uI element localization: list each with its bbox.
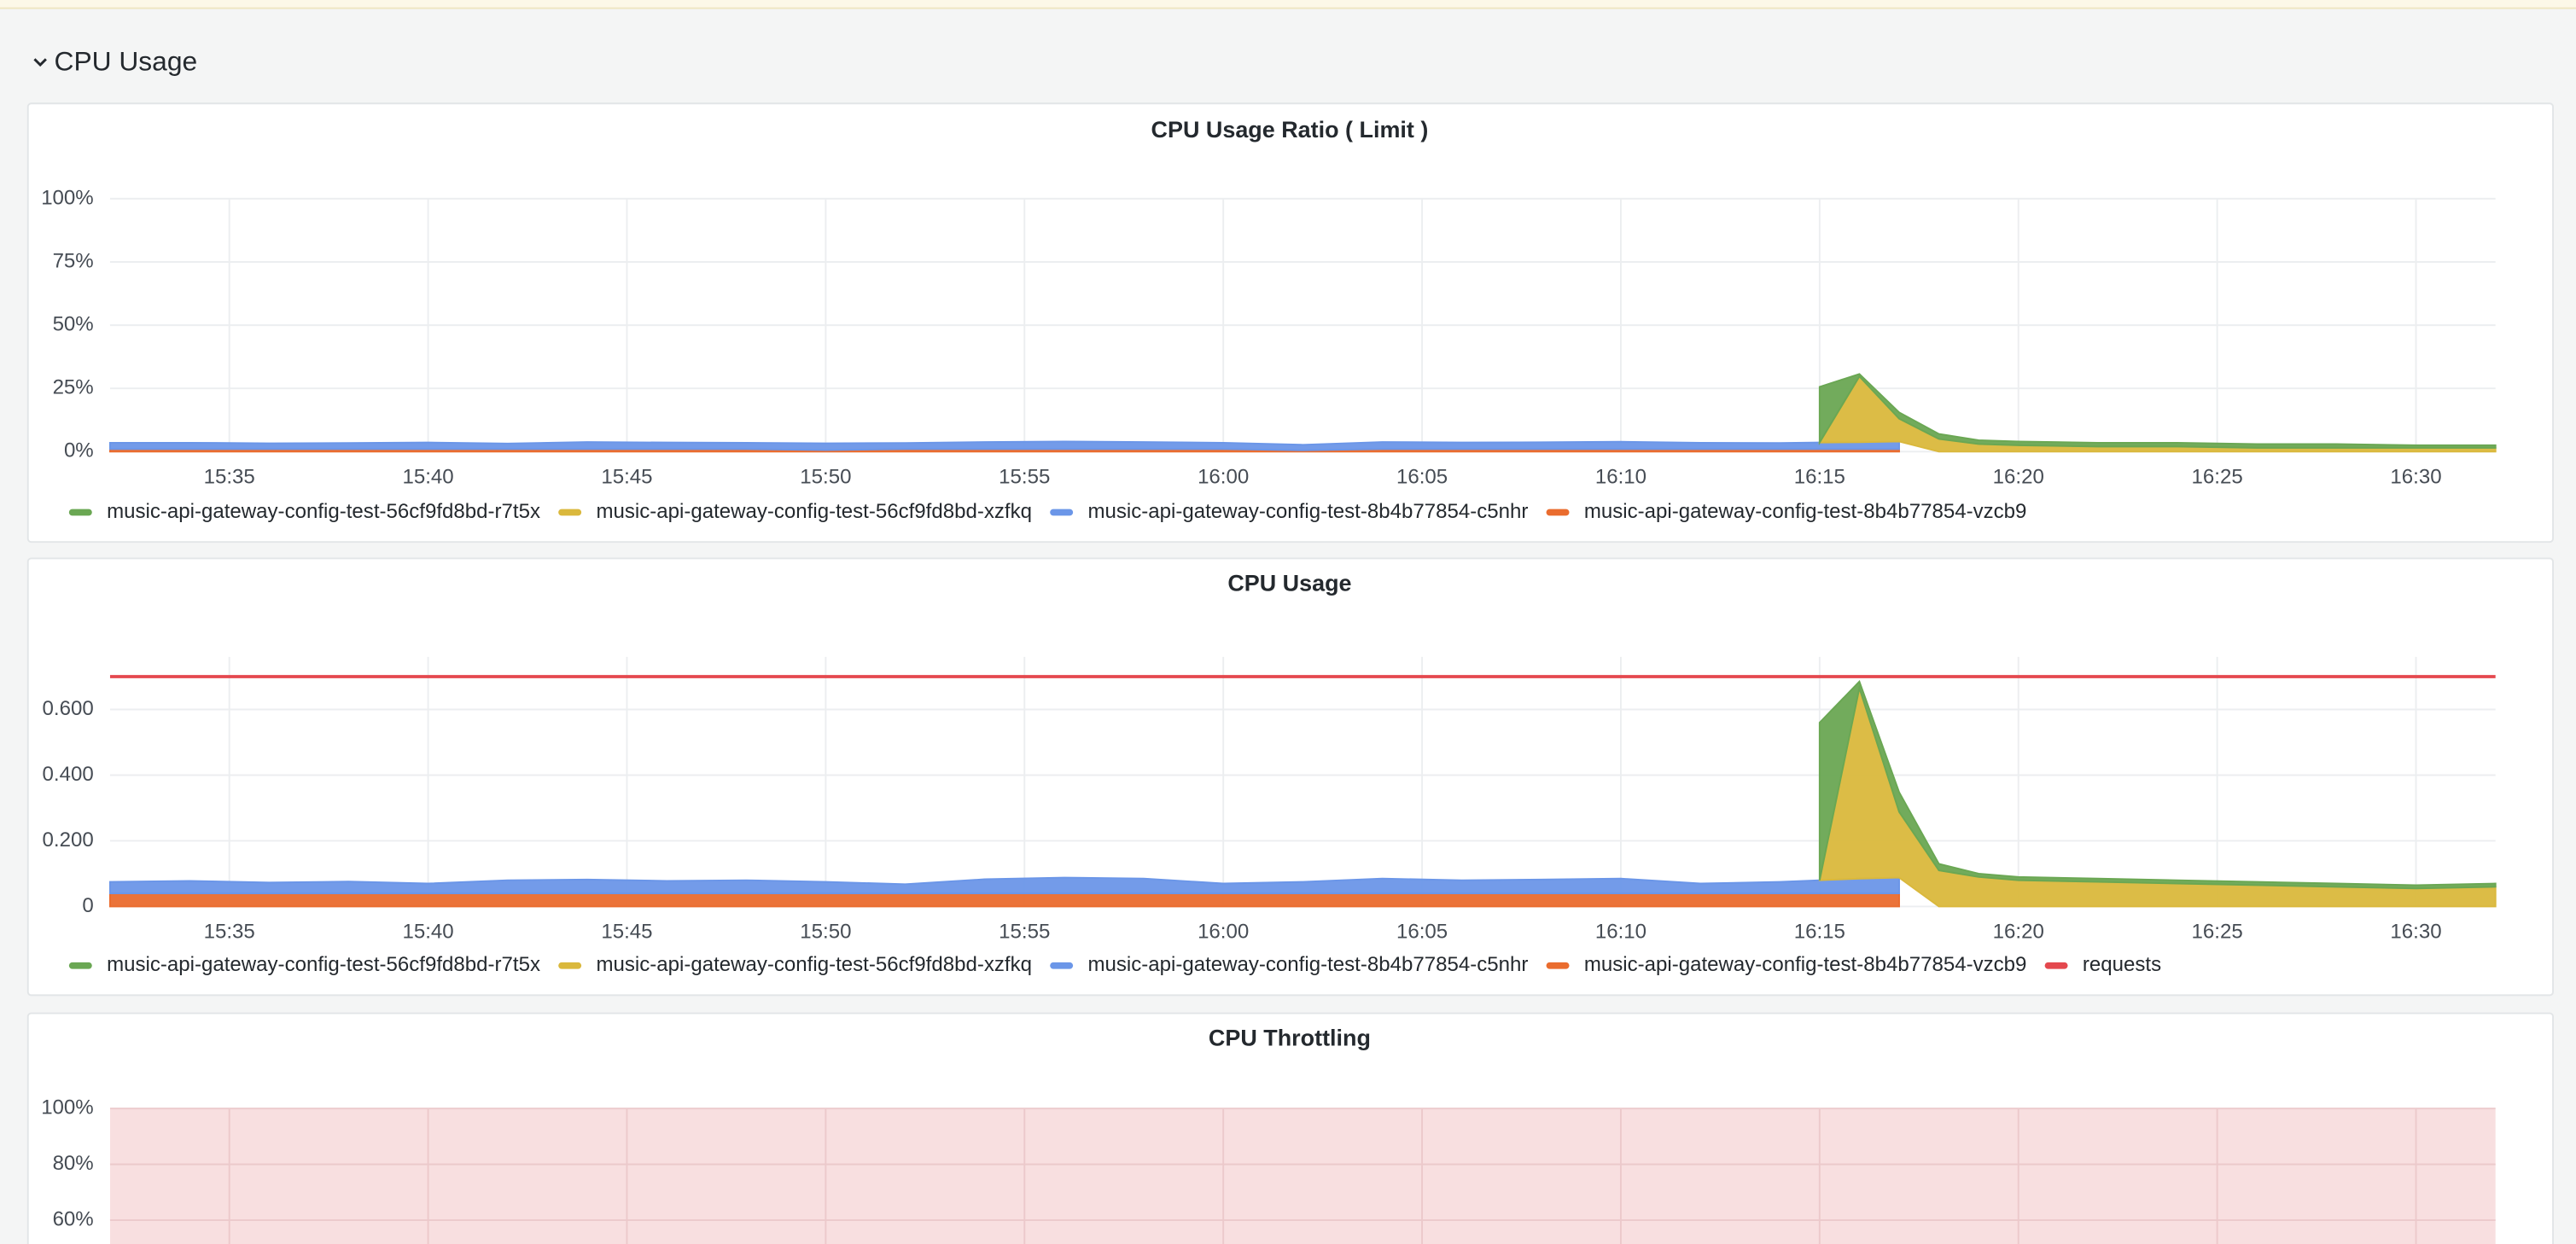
legend-label: music-api-gateway-config-test-8b4b77854-… [1087, 500, 1528, 523]
legend-swatch [68, 509, 92, 516]
x-tick-label: 15:40 [402, 921, 453, 944]
legend-item[interactable]: music-api-gateway-config-test-56cf9fd8bd… [68, 953, 540, 976]
x-tick-label: 15:50 [800, 921, 851, 944]
legend-label: music-api-gateway-config-test-8b4b77854-… [1087, 953, 1528, 976]
legend-item[interactable]: music-api-gateway-config-test-8b4b77854-… [1546, 500, 2027, 523]
y-tick-label: 25% [53, 376, 94, 399]
panel-title: CPU Throttling [1209, 1025, 1371, 1050]
x-tick-label: 16:10 [1595, 921, 1646, 944]
series-area [108, 876, 1900, 895]
x-tick-label: 16:20 [1993, 465, 2044, 488]
x-tick-label: 15:45 [601, 921, 652, 944]
y-tick-label: 80% [53, 1152, 94, 1175]
legend-label: music-api-gateway-config-test-56cf9fd8bd… [596, 953, 1032, 976]
panel-title: CPU Usage [1227, 570, 1351, 596]
panel: CPU Usage 15:35 15:40 15:45 15:50 15:55 16:00 1… [26, 557, 2555, 997]
legend-swatch [558, 509, 582, 516]
legend-label: music-api-gateway-config-test-8b4b77854-… [1584, 500, 2027, 523]
x-tick-label: 16:05 [1396, 921, 1448, 944]
panel-title: CPU Usage Ratio ( Limit ) [1151, 117, 1429, 142]
legend-item[interactable]: music-api-gateway-config-test-8b4b77854-… [1546, 953, 2027, 976]
y-tick-label: 0.200 [43, 828, 94, 852]
y-tick-label: 60% [53, 1207, 94, 1230]
panel: CPU Throttling 60% 80% 100% [26, 1012, 2555, 1244]
y-tick-label: 0 [82, 894, 93, 917]
y-tick-label: 100% [41, 186, 94, 209]
x-tick-label: 16:00 [1198, 921, 1249, 944]
x-tick-label: 15:35 [204, 465, 255, 488]
legend-swatch [558, 962, 582, 969]
legend-label: requests [2083, 953, 2161, 976]
x-tick-label: 16:15 [1794, 921, 1845, 944]
x-tick-label: 15:50 [800, 465, 851, 488]
legend-label: music-api-gateway-config-test-56cf9fd8bd… [107, 500, 540, 523]
legend-swatch [68, 962, 92, 969]
x-tick-label: 16:25 [2192, 921, 2243, 944]
legend-item[interactable]: music-api-gateway-config-test-56cf9fd8bd… [558, 953, 1032, 976]
legend-item[interactable]: music-api-gateway-config-test-56cf9fd8bd… [68, 500, 540, 523]
series-area [1818, 679, 2497, 890]
y-tick-label: 0.600 [43, 697, 94, 720]
notice-bar [0, 0, 2576, 9]
x-tick-label: 16:00 [1198, 465, 1249, 488]
panel: CPU Usage Ratio ( Limit ) 15:35 15:40 15:45… [26, 102, 2555, 544]
x-tick-label: 15:55 [999, 921, 1050, 944]
legend-label: music-api-gateway-config-test-56cf9fd8bd… [596, 500, 1032, 523]
legend-swatch [1546, 962, 1570, 969]
x-tick-label: 16:15 [1794, 465, 1845, 488]
x-tick-label: 16:30 [2390, 465, 2441, 488]
series-area [1818, 373, 2497, 449]
x-tick-label: 16:30 [2390, 921, 2441, 944]
legend-swatch [2044, 962, 2068, 969]
threshold-area [109, 1108, 2496, 1244]
y-tick-label: 0% [64, 439, 94, 462]
y-tick-label: 75% [53, 249, 94, 272]
legend-item[interactable]: music-api-gateway-config-test-8b4b77854-… [1050, 953, 1528, 976]
legend-label: music-api-gateway-config-test-56cf9fd8bd… [107, 953, 540, 976]
x-tick-label: 15:55 [999, 465, 1050, 488]
series-area [108, 440, 1900, 451]
x-tick-label: 15:45 [601, 465, 652, 488]
x-tick-label: 16:10 [1595, 465, 1646, 488]
x-tick-label: 15:35 [204, 921, 255, 944]
y-tick-label: 0.400 [43, 763, 94, 786]
legend-item[interactable]: music-api-gateway-config-test-56cf9fd8bd… [558, 500, 1032, 523]
x-tick-label: 15:40 [402, 465, 453, 488]
legend-item[interactable]: requests [2044, 953, 2162, 976]
legend-swatch [1050, 962, 1074, 969]
y-tick-label: 100% [41, 1096, 94, 1119]
collapse-chevron[interactable] [33, 58, 47, 67]
section-title[interactable]: CPU Usage [55, 45, 198, 76]
y-tick-label: 50% [53, 312, 94, 335]
series-area [108, 892, 1900, 908]
x-tick-label: 16:25 [2192, 465, 2243, 488]
legend-swatch [1050, 509, 1074, 516]
legend-swatch [1546, 509, 1570, 516]
x-tick-label: 16:05 [1396, 465, 1448, 488]
x-tick-label: 16:20 [1993, 921, 2044, 944]
legend-item[interactable]: music-api-gateway-config-test-8b4b77854-… [1050, 500, 1528, 523]
legend-label: music-api-gateway-config-test-8b4b77854-… [1584, 953, 2027, 976]
